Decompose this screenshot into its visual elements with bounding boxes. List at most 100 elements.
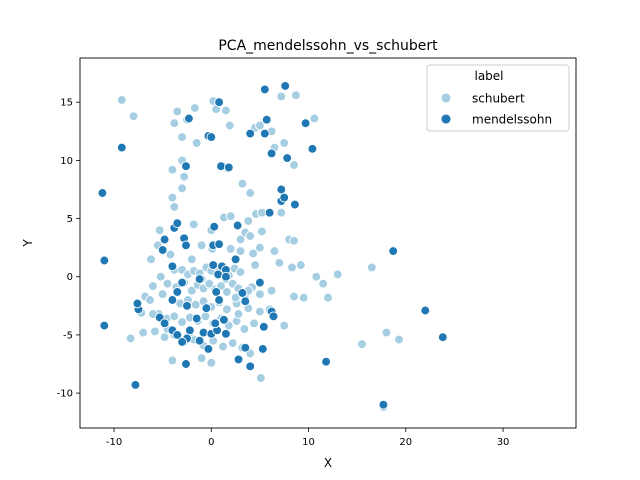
point-mendelssohn-69	[245, 361, 256, 372]
point-schubert-8	[221, 105, 231, 116]
point-mendelssohn-8	[159, 234, 170, 245]
point-mendelssohn-82	[321, 356, 331, 367]
point-schubert-146	[381, 327, 392, 338]
point-mendelssohn-20	[232, 220, 243, 231]
point-mendelssohn-19	[223, 162, 234, 173]
point-mendelssohn-53	[198, 327, 209, 338]
x-tick-label-4: 30	[497, 437, 510, 448]
point-schubert-14	[291, 90, 301, 101]
point-schubert-5	[189, 103, 200, 113]
point-schubert-145	[357, 339, 367, 350]
y-tick-label-1: -5	[63, 330, 73, 341]
point-schubert-144	[366, 262, 377, 273]
point-schubert-124	[279, 320, 290, 331]
point-schubert-34	[225, 211, 236, 222]
point-mendelssohn-52	[185, 325, 195, 336]
point-schubert-32	[169, 202, 180, 212]
point-schubert-121	[266, 285, 277, 296]
point-schubert-39	[188, 219, 199, 230]
point-schubert-31	[167, 192, 178, 203]
point-mendelssohn-41	[167, 295, 178, 305]
point-mendelssohn-37	[214, 239, 224, 250]
y-tick-label-3: 5	[67, 214, 73, 225]
point-mendelssohn-67	[233, 354, 244, 365]
point-mendelssohn-7	[157, 245, 168, 255]
legend-frame	[426, 64, 570, 132]
point-schubert-88	[222, 304, 232, 315]
point-mendelssohn-16	[206, 132, 217, 142]
plot-frame	[79, 57, 577, 429]
point-schubert-115	[167, 355, 178, 366]
point-schubert-30	[243, 216, 254, 226]
point-mendelssohn-79	[420, 305, 431, 316]
point-schubert-132	[245, 231, 256, 241]
point-schubert-28	[245, 188, 256, 198]
point-schubert-137	[289, 235, 299, 246]
point-schubert-135	[274, 257, 285, 268]
point-mendelssohn-60	[172, 330, 183, 340]
point-mendelssohn-65	[221, 328, 231, 339]
point-schubert-138	[295, 260, 306, 270]
x-tick-label-1: 0	[208, 437, 214, 448]
point-mendelssohn-34	[307, 143, 318, 154]
point-mendelssohn-68	[240, 342, 251, 353]
x-tick-label-0: -10	[106, 437, 122, 448]
point-schubert-77	[255, 289, 265, 300]
point-schubert-142	[332, 269, 343, 280]
point-mendelssohn-32	[290, 199, 300, 210]
point-mendelssohn-0	[116, 142, 127, 153]
point-mendelssohn-35	[209, 221, 220, 232]
point-mendelssohn-81	[378, 399, 389, 410]
point-mendelssohn-73	[268, 311, 279, 322]
x-axis: -10 0 10 20 30	[106, 428, 510, 448]
point-schubert-46	[146, 254, 156, 265]
point-mendelssohn-51	[191, 313, 202, 324]
point-schubert-104	[150, 326, 160, 337]
point-schubert-19	[177, 132, 187, 142]
point-schubert-130	[235, 234, 246, 245]
point-mendelssohn-62	[194, 335, 205, 346]
point-schubert-149	[235, 246, 246, 256]
point-schubert-120	[125, 333, 136, 344]
point-schubert-27	[237, 178, 248, 189]
point-schubert-119	[138, 327, 149, 338]
x-axis-label: X	[324, 456, 332, 470]
point-mendelssohn-70	[257, 344, 268, 354]
legend: label schubert mendelssohn	[426, 64, 570, 132]
point-mendelssohn-63	[203, 344, 214, 354]
point-mendelssohn-50	[201, 303, 212, 314]
point-mendelssohn-18	[216, 161, 226, 172]
point-schubert-38	[154, 225, 165, 236]
point-schubert-47	[196, 240, 207, 251]
point-schubert-61	[235, 267, 246, 277]
point-mendelssohn-22	[259, 84, 270, 95]
point-schubert-66	[186, 285, 197, 296]
point-mendelssohn-33	[300, 118, 311, 129]
point-mendelssohn-56	[219, 314, 229, 325]
point-schubert-94	[177, 317, 187, 327]
points-layer	[97, 81, 448, 412]
point-schubert-15	[309, 113, 320, 124]
legend-marker-schubert	[440, 92, 452, 104]
point-mendelssohn-27	[280, 81, 291, 91]
point-mendelssohn-76	[255, 277, 265, 288]
point-schubert-116	[196, 353, 207, 364]
y-tick-label-2: 0	[67, 272, 73, 283]
point-mendelssohn-29	[264, 207, 275, 218]
x-tick-label-3: 20	[399, 437, 412, 448]
legend-title: label	[474, 69, 503, 83]
point-mendelssohn-14	[184, 113, 194, 124]
point-mendelssohn-74	[237, 288, 248, 298]
y-tick-label-4: 10	[60, 156, 73, 167]
point-mendelssohn-42	[182, 300, 192, 311]
point-schubert-49	[165, 249, 176, 260]
point-schubert-140	[318, 278, 328, 289]
point-schubert-3	[172, 106, 183, 117]
point-mendelssohn-38	[167, 261, 178, 272]
point-schubert-151	[186, 254, 197, 265]
point-mendelssohn-80	[437, 332, 448, 343]
point-mendelssohn-21	[245, 128, 256, 139]
point-mendelssohn-77	[177, 337, 187, 347]
point-schubert-78	[148, 281, 158, 291]
